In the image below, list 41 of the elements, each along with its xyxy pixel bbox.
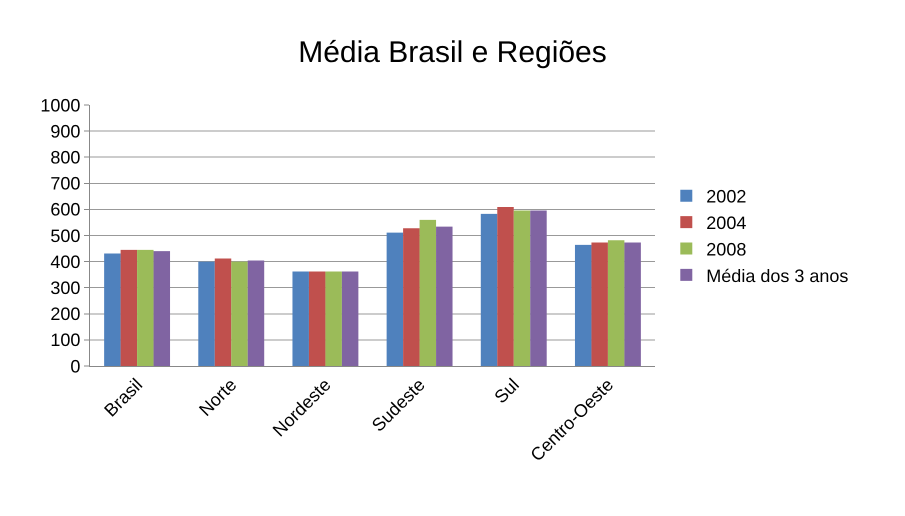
y-tick-label: 200 [50,304,80,324]
bar [480,214,498,366]
legend-label: 2002 [706,186,746,207]
bar [248,260,264,366]
bar [214,258,232,366]
bar [436,226,453,366]
y-tick-label: 300 [50,278,80,298]
x-tick-label: Sul [490,374,523,408]
bar [624,242,641,366]
y-tick-label: 0 [70,356,80,376]
bar [231,262,248,366]
legend-label: Média dos 3 anos [706,266,848,286]
bar [497,207,514,366]
legend-label: 2004 [706,213,746,234]
y-tick-label: 1000 [40,95,80,116]
bar [120,250,138,366]
bar [386,232,404,366]
bar [292,272,309,366]
bar [137,250,154,366]
bar [198,262,215,366]
bar [530,210,547,366]
bar [514,210,530,366]
bar [574,244,592,366]
bar [104,254,121,366]
legend-label: 2008 [706,240,746,260]
bar [154,251,170,366]
bar [342,272,358,366]
chart-title: Média Brasil e Regiões [298,36,607,70]
bar [403,228,420,366]
y-tick-label: 800 [50,148,80,168]
bar [420,220,436,366]
bar [308,272,326,366]
y-tick-label: 700 [50,174,80,194]
y-tick-label: 900 [50,121,80,142]
y-tick-label: 600 [50,200,80,220]
y-tick-label: 100 [50,330,80,350]
y-tick-label: 400 [50,252,80,272]
bar [325,272,342,366]
y-tick-label: 500 [50,226,80,246]
bar [591,242,608,366]
bar [608,240,624,366]
